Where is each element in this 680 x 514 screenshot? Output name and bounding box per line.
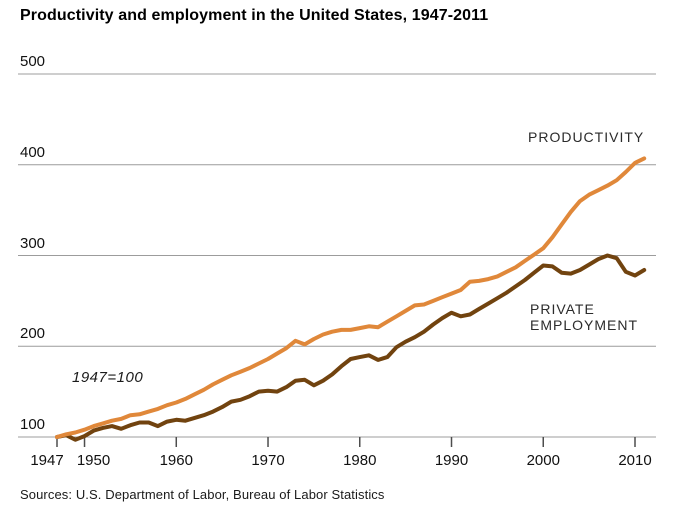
series-label-productivity: PRODUCTIVITY [528,129,645,145]
y-tick-label-100: 100 [20,416,46,433]
x-tick-label-1980: 1980 [343,452,377,469]
source-note: Sources: U.S. Department of Labor, Burea… [20,487,385,502]
y-tick-label-300: 300 [20,234,46,252]
y-tick-label-200: 200 [20,325,46,343]
x-tick-label-2010: 2010 [618,452,652,469]
x-tick-label-1970: 1970 [251,452,285,469]
employment-line [55,253,647,442]
x-tick-label-1960: 1960 [159,452,193,469]
series-label-employment: PRIVATE EMPLOYMENT [530,301,639,333]
index-base-annotation: 1947=100 [72,369,144,386]
x-tick-label-2000: 2000 [526,452,560,469]
y-tick-label-400: 400 [20,143,46,161]
chart-title: Productivity and employment in the Unite… [20,7,489,24]
x-tick-label-1947: 1947 [30,452,64,469]
y-tick-label-500: 500 [20,53,46,70]
x-tick-label-1950: 1950 [76,452,111,469]
productivity-line [55,156,647,439]
x-tick-label-1990: 1990 [434,452,469,469]
